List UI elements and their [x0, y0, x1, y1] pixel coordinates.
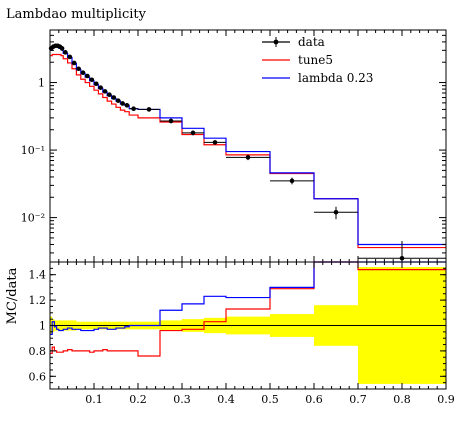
data-point — [147, 107, 152, 112]
data-point — [107, 92, 112, 97]
data-point — [169, 119, 174, 124]
ratio-y-tick-label: 1.2 — [29, 294, 47, 307]
data-point — [112, 95, 117, 100]
main-y-tick-label: 10⁻¹ — [21, 144, 45, 157]
x-tick-label: 0.9 — [437, 393, 455, 406]
data-point — [246, 155, 251, 160]
data-point — [213, 140, 218, 145]
data-point — [334, 210, 339, 215]
data-point — [103, 89, 108, 94]
data-point — [98, 85, 103, 90]
legend-label: tune5 — [298, 53, 333, 67]
ratio-y-axis-label: MC/data — [5, 267, 20, 324]
legend-label: data — [298, 35, 325, 49]
x-tick-label: 0.7 — [349, 393, 367, 406]
ratio-y-tick-label: 0.6 — [29, 370, 47, 383]
legend: data tune5 lambda 0.23 — [262, 35, 373, 85]
main-plot-frame — [50, 30, 446, 262]
x-tick-label: 0.6 — [305, 393, 323, 406]
data-point — [72, 61, 77, 66]
main-y-tick-label: 10⁻² — [21, 212, 45, 225]
data-point — [76, 66, 81, 71]
data-point — [94, 81, 99, 86]
data-point — [63, 50, 68, 55]
x-tick-label: 0.4 — [217, 393, 235, 406]
data-point — [90, 77, 95, 82]
data-point — [60, 46, 65, 51]
ratio-y-tick-label: 1 — [39, 320, 46, 333]
x-tick-label: 0.2 — [129, 393, 147, 406]
ratio-y-tick-label: 1.4 — [29, 269, 47, 282]
main-y-tick-label: 1 — [38, 77, 45, 90]
main-series-lambda-023 — [50, 46, 446, 245]
legend-label: lambda 0.23 — [298, 71, 373, 85]
data-point — [68, 55, 73, 60]
x-tick-label: 0.8 — [393, 393, 411, 406]
data-point — [81, 70, 86, 75]
main-panel: 1 10⁻¹ 10⁻² — [21, 30, 446, 262]
data-point — [191, 131, 196, 136]
data-point — [131, 106, 136, 111]
data-point — [85, 74, 90, 79]
data-point — [290, 179, 295, 184]
chart-title: Lambdao multiplicity — [6, 7, 147, 22]
legend-marker — [274, 40, 279, 45]
data-point — [116, 98, 121, 103]
x-tick-label: 0.3 — [173, 393, 191, 406]
data-point — [120, 101, 125, 106]
data-point — [125, 103, 130, 108]
x-tick-label: 0.1 — [85, 393, 103, 406]
x-tick-label: 0.5 — [261, 393, 279, 406]
ratio-panel: 0.6 0.8 1 1.2 1.4 0.1 0.2 0.3 0.4 0.5 0.6 0.7 0.8 0.9 — [29, 262, 455, 406]
ratio-y-tick-label: 0.8 — [29, 345, 47, 358]
